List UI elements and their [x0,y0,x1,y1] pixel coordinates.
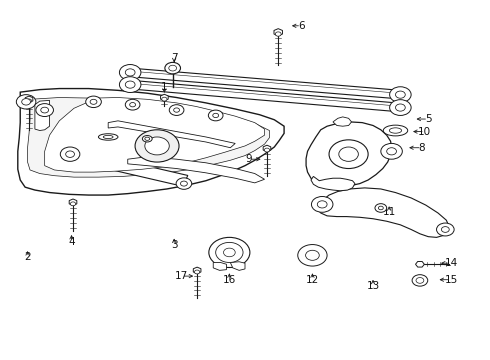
Circle shape [275,32,281,36]
Polygon shape [311,176,355,191]
Circle shape [298,244,327,266]
Polygon shape [45,98,265,172]
Polygon shape [68,149,188,186]
Circle shape [437,223,454,236]
Circle shape [208,110,223,121]
Circle shape [169,105,184,116]
Circle shape [130,103,136,107]
Circle shape [375,204,387,212]
Polygon shape [69,199,77,206]
Circle shape [22,99,30,105]
Circle shape [125,99,140,110]
Circle shape [312,197,333,212]
Circle shape [145,137,169,155]
Circle shape [26,99,32,103]
Polygon shape [128,157,265,183]
Circle shape [223,248,235,257]
Polygon shape [230,262,245,270]
Circle shape [36,104,53,117]
Circle shape [387,148,396,155]
Polygon shape [274,29,282,36]
Ellipse shape [383,125,408,136]
Circle shape [195,270,200,274]
Text: 14: 14 [444,258,458,268]
Circle shape [135,130,179,162]
Polygon shape [194,267,201,274]
Circle shape [378,206,383,210]
Circle shape [66,151,74,157]
Circle shape [173,108,179,112]
Polygon shape [18,89,284,195]
Circle shape [213,113,219,118]
Circle shape [390,100,411,116]
Circle shape [176,178,192,189]
Circle shape [329,140,368,168]
Text: 13: 13 [367,281,380,291]
Text: 5: 5 [425,114,432,124]
Circle shape [169,65,176,71]
Polygon shape [129,68,401,99]
Text: 10: 10 [418,127,431,136]
Circle shape [412,275,428,286]
Polygon shape [263,145,271,152]
Polygon shape [161,94,168,101]
Circle shape [339,147,358,161]
Text: 1: 1 [161,82,168,92]
Polygon shape [333,117,351,126]
Ellipse shape [103,135,113,139]
Ellipse shape [390,128,402,133]
Circle shape [86,96,101,108]
Circle shape [441,226,449,232]
Circle shape [162,97,167,101]
Text: 12: 12 [306,275,319,285]
Polygon shape [213,262,226,270]
Polygon shape [27,98,270,177]
Text: 8: 8 [418,143,425,153]
Circle shape [209,237,250,267]
Circle shape [60,147,80,161]
Polygon shape [416,261,424,267]
Text: 6: 6 [298,21,304,31]
Text: 3: 3 [171,240,177,250]
Circle shape [180,181,187,186]
Ellipse shape [145,137,150,140]
Circle shape [90,99,97,104]
Circle shape [125,69,135,76]
Circle shape [381,143,402,159]
Ellipse shape [143,135,152,142]
Text: 16: 16 [223,275,236,285]
Circle shape [16,95,36,109]
Text: 17: 17 [175,271,188,281]
Circle shape [41,107,49,113]
Circle shape [71,202,75,206]
Circle shape [165,62,180,74]
Circle shape [120,77,141,93]
Text: 9: 9 [245,154,252,164]
Circle shape [395,104,405,111]
Text: 7: 7 [171,53,177,63]
Circle shape [264,148,270,152]
Circle shape [125,81,135,88]
Polygon shape [306,122,392,187]
Text: 15: 15 [444,275,458,285]
Text: 11: 11 [383,207,396,217]
Polygon shape [108,121,235,148]
Ellipse shape [98,134,118,140]
Polygon shape [35,100,49,131]
Circle shape [390,87,411,103]
Polygon shape [318,188,449,237]
Circle shape [216,242,243,262]
Polygon shape [129,80,401,112]
Circle shape [318,201,327,208]
Polygon shape [25,96,33,103]
Circle shape [120,64,141,80]
Circle shape [395,91,405,98]
Circle shape [306,250,319,260]
Text: 2: 2 [24,252,31,262]
Text: 4: 4 [68,237,75,247]
Circle shape [416,278,424,283]
